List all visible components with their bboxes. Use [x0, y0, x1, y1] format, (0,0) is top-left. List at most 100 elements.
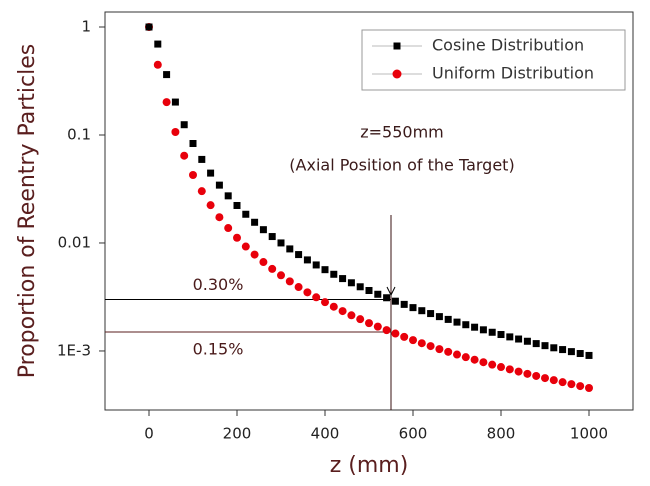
data-point	[241, 242, 250, 251]
data-point	[268, 233, 276, 241]
y-axis-label: Proportion of Reentry Particles	[15, 44, 40, 378]
target-sublabel: (Axial Position of the Target)	[289, 156, 514, 175]
data-point	[541, 342, 549, 350]
data-point	[559, 346, 567, 354]
y-tick-label: 0.1	[67, 125, 91, 143]
data-point	[154, 40, 162, 48]
data-point	[233, 233, 241, 242]
data-point	[259, 226, 267, 234]
data-point	[444, 347, 453, 356]
data-point	[497, 363, 505, 372]
data-point	[585, 351, 593, 359]
data-point	[427, 310, 435, 318]
data-point	[145, 23, 153, 31]
reference-label: 0.15%	[193, 339, 244, 358]
data-point	[391, 297, 399, 305]
data-point	[550, 344, 558, 352]
data-point	[250, 250, 259, 259]
legend-label: Uniform Distribution	[432, 64, 594, 83]
data-point	[215, 213, 224, 222]
data-point	[576, 382, 585, 391]
data-point	[206, 201, 215, 210]
data-point	[471, 323, 479, 331]
data-point	[294, 283, 303, 292]
data-point	[549, 376, 558, 385]
data-point	[197, 187, 206, 196]
data-point	[374, 290, 382, 298]
data-point	[435, 345, 444, 354]
data-point	[497, 331, 505, 339]
data-point	[198, 155, 206, 163]
data-point	[347, 279, 355, 287]
legend-marker	[392, 69, 402, 79]
data-point	[400, 300, 408, 308]
data-point	[365, 319, 373, 328]
data-point	[567, 380, 576, 389]
data-point	[523, 369, 532, 378]
data-point	[268, 264, 277, 273]
data-point	[488, 328, 496, 336]
data-point	[488, 360, 497, 369]
x-axis-label: z (mm)	[330, 453, 409, 478]
data-point	[171, 127, 180, 136]
data-point	[347, 311, 356, 320]
data-point	[585, 383, 593, 392]
data-point	[418, 307, 426, 315]
data-point	[295, 251, 303, 259]
data-point	[356, 283, 364, 291]
data-point	[382, 326, 391, 335]
data-point	[523, 337, 531, 345]
plot-frame	[104, 11, 634, 411]
data-point	[233, 201, 241, 209]
data-point	[339, 275, 347, 283]
y-tick-label: 1	[81, 18, 91, 36]
x-tick-label: 1000	[570, 425, 608, 443]
data-point	[532, 340, 540, 348]
data-point	[303, 288, 312, 297]
data-point	[383, 294, 391, 302]
x-tick-label: 800	[487, 425, 516, 443]
data-point	[180, 121, 188, 129]
data-point	[153, 60, 162, 69]
data-point	[532, 371, 541, 380]
data-point	[286, 245, 294, 253]
data-point	[277, 239, 285, 247]
data-point	[312, 261, 320, 269]
legend-box	[361, 29, 626, 91]
data-point	[277, 271, 285, 280]
data-point	[409, 304, 417, 312]
data-point	[312, 293, 321, 302]
data-point	[417, 339, 426, 348]
data-point	[453, 350, 461, 359]
data-point	[515, 335, 523, 343]
data-point	[338, 307, 347, 316]
data-point	[224, 224, 233, 233]
data-point	[180, 151, 189, 160]
data-point	[189, 140, 197, 148]
data-point	[470, 355, 479, 364]
data-point	[461, 353, 470, 362]
data-point	[215, 181, 223, 189]
target-label: z=550mm	[360, 123, 444, 142]
reference-label: 0.30%	[193, 275, 244, 294]
data-point	[207, 169, 215, 177]
data-point	[224, 192, 232, 200]
data-point	[409, 336, 417, 345]
target-arrow	[386, 286, 396, 297]
data-point	[558, 378, 567, 387]
data-point	[426, 342, 435, 351]
data-point	[365, 287, 373, 295]
data-point	[391, 329, 400, 338]
data-point	[435, 313, 443, 321]
x-tick-label: 0	[144, 425, 154, 443]
data-point	[163, 71, 171, 79]
y-tick-label: 0.01	[58, 233, 91, 251]
data-point	[479, 326, 487, 334]
y-tick-label: 1E-3	[57, 341, 91, 359]
data-point	[567, 348, 575, 356]
data-point	[242, 210, 250, 218]
data-point	[259, 258, 268, 267]
data-point	[479, 358, 488, 367]
data-point	[373, 322, 382, 331]
data-point	[285, 277, 294, 286]
